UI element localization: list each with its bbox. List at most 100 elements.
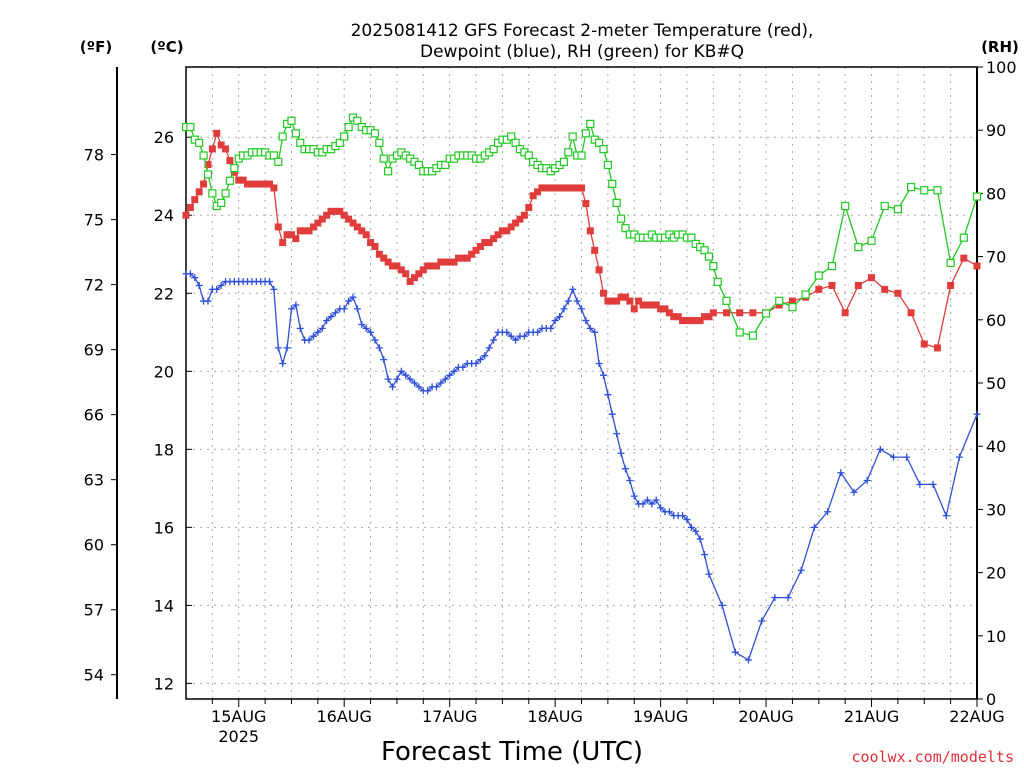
- x-axis-label: Forecast Time (UTC): [381, 737, 643, 767]
- rh-point: [814, 271, 823, 280]
- fahrenheit-tick-label: 60: [84, 536, 104, 555]
- temperature-point: [626, 297, 634, 305]
- rh-point: [564, 148, 573, 157]
- rh-point: [568, 132, 577, 141]
- rh-point: [195, 138, 204, 147]
- celsius-tick-label: 16: [154, 518, 174, 537]
- dewpoint-point: [415, 383, 423, 391]
- dewpoint-point: [265, 278, 273, 286]
- dewpoint-point: [608, 410, 616, 418]
- rh-tick-label: 50: [986, 374, 1006, 393]
- dewpoint-point: [384, 375, 392, 383]
- dewpoint-point: [547, 324, 555, 332]
- chart-title-line-1: 2025081412 GFS Forecast 2-meter Temperat…: [351, 21, 814, 41]
- temperature-point: [463, 254, 471, 262]
- temperature-point: [512, 219, 520, 227]
- temperature-point: [257, 180, 265, 188]
- temperature-point: [854, 281, 862, 289]
- dewpoint-point: [292, 301, 300, 309]
- celsius-tick-label: 18: [154, 440, 174, 459]
- rh-point: [221, 189, 230, 198]
- dewpoint-point: [446, 371, 454, 379]
- temperature-point: [446, 258, 454, 266]
- dewpoint-point: [490, 336, 498, 344]
- temperature-point: [617, 293, 625, 301]
- tick-labels: 54 57 60 63 66 69 72 75 78 12 14 16 18 20 22 24 26 0 10 20 3…: [84, 58, 1017, 746]
- dewpoint-point: [569, 285, 577, 293]
- temperature-point: [239, 176, 247, 184]
- dewpoint-point: [850, 488, 858, 496]
- rh-unit-label: (RH): [981, 38, 1019, 56]
- dewpoint-point: [520, 332, 528, 340]
- rh-point: [972, 192, 982, 201]
- rh-point: [920, 186, 929, 195]
- rh-point: [384, 167, 393, 176]
- rh-point: [274, 157, 283, 166]
- temperature-point: [947, 281, 955, 289]
- dewpoint-point: [718, 601, 726, 609]
- celsius-tick-label: 26: [154, 128, 174, 147]
- dewpoint-point: [459, 363, 467, 371]
- rh-tick-label: 100: [986, 58, 1017, 77]
- temperature-point: [353, 223, 361, 231]
- fahrenheit-tick-label: 63: [84, 471, 104, 490]
- dewpoint-point: [345, 297, 353, 305]
- dewpoint-point: [397, 367, 405, 375]
- temperature-point: [283, 231, 291, 239]
- temperature-point: [670, 313, 678, 321]
- temperature-point: [973, 262, 981, 270]
- temperature-point: [327, 207, 335, 215]
- rh-tick-label: 70: [986, 248, 1006, 267]
- temperature-point: [222, 145, 230, 153]
- temperature-point: [301, 227, 309, 235]
- dewpoint-point: [863, 477, 871, 485]
- temperature-point: [560, 184, 568, 192]
- dewpoint-point: [485, 344, 493, 352]
- dewpoint-point: [955, 453, 963, 461]
- dewpoint-point: [305, 336, 313, 344]
- dewpoint-point: [318, 324, 326, 332]
- temperature-point: [643, 301, 651, 309]
- dewpoint-point: [652, 496, 660, 504]
- temperature-point: [503, 227, 511, 235]
- rh-point: [559, 157, 569, 166]
- dewpoint-point: [380, 356, 388, 364]
- rh-point: [291, 129, 300, 138]
- dewpoint-point: [314, 328, 322, 336]
- dewpoint-point: [683, 516, 691, 524]
- rh-point: [867, 236, 876, 245]
- temperature-point: [397, 266, 405, 274]
- temperature-point: [648, 301, 656, 309]
- temperature-point: [868, 274, 876, 282]
- rh-point: [296, 138, 305, 147]
- dewpoint-point: [824, 508, 832, 516]
- dewpoint-point: [797, 566, 805, 574]
- dewpoint-point: [424, 387, 432, 395]
- dewpoint-point: [916, 480, 924, 488]
- dewpoint-point: [599, 371, 607, 379]
- temperature-point: [191, 196, 199, 204]
- rh-point: [203, 170, 213, 179]
- dewpoint-point: [560, 305, 568, 313]
- temperature-point: [920, 340, 928, 348]
- temperature-point: [696, 317, 704, 325]
- rh-point: [761, 309, 771, 318]
- dewpoint-point: [283, 344, 291, 352]
- rh-point: [524, 151, 533, 160]
- temperature-point: [907, 309, 915, 317]
- celsius-unit-label: (ºC): [150, 38, 183, 56]
- temperature-point: [569, 184, 577, 192]
- dewpoint-point: [582, 317, 590, 325]
- temperature-point: [323, 211, 331, 219]
- dewpoint-point: [353, 305, 361, 313]
- temperature-point: [591, 246, 599, 254]
- temperature-point: [450, 258, 458, 266]
- temperature-point: [186, 203, 194, 211]
- x-tick-label: 15AUG: [211, 707, 266, 726]
- dewpoint-point: [679, 512, 687, 520]
- temperature-point: [244, 180, 252, 188]
- temperature-point: [380, 254, 388, 262]
- dewpoint-point: [217, 281, 225, 289]
- dewpoint-point: [441, 375, 449, 383]
- temperature-point: [639, 301, 647, 309]
